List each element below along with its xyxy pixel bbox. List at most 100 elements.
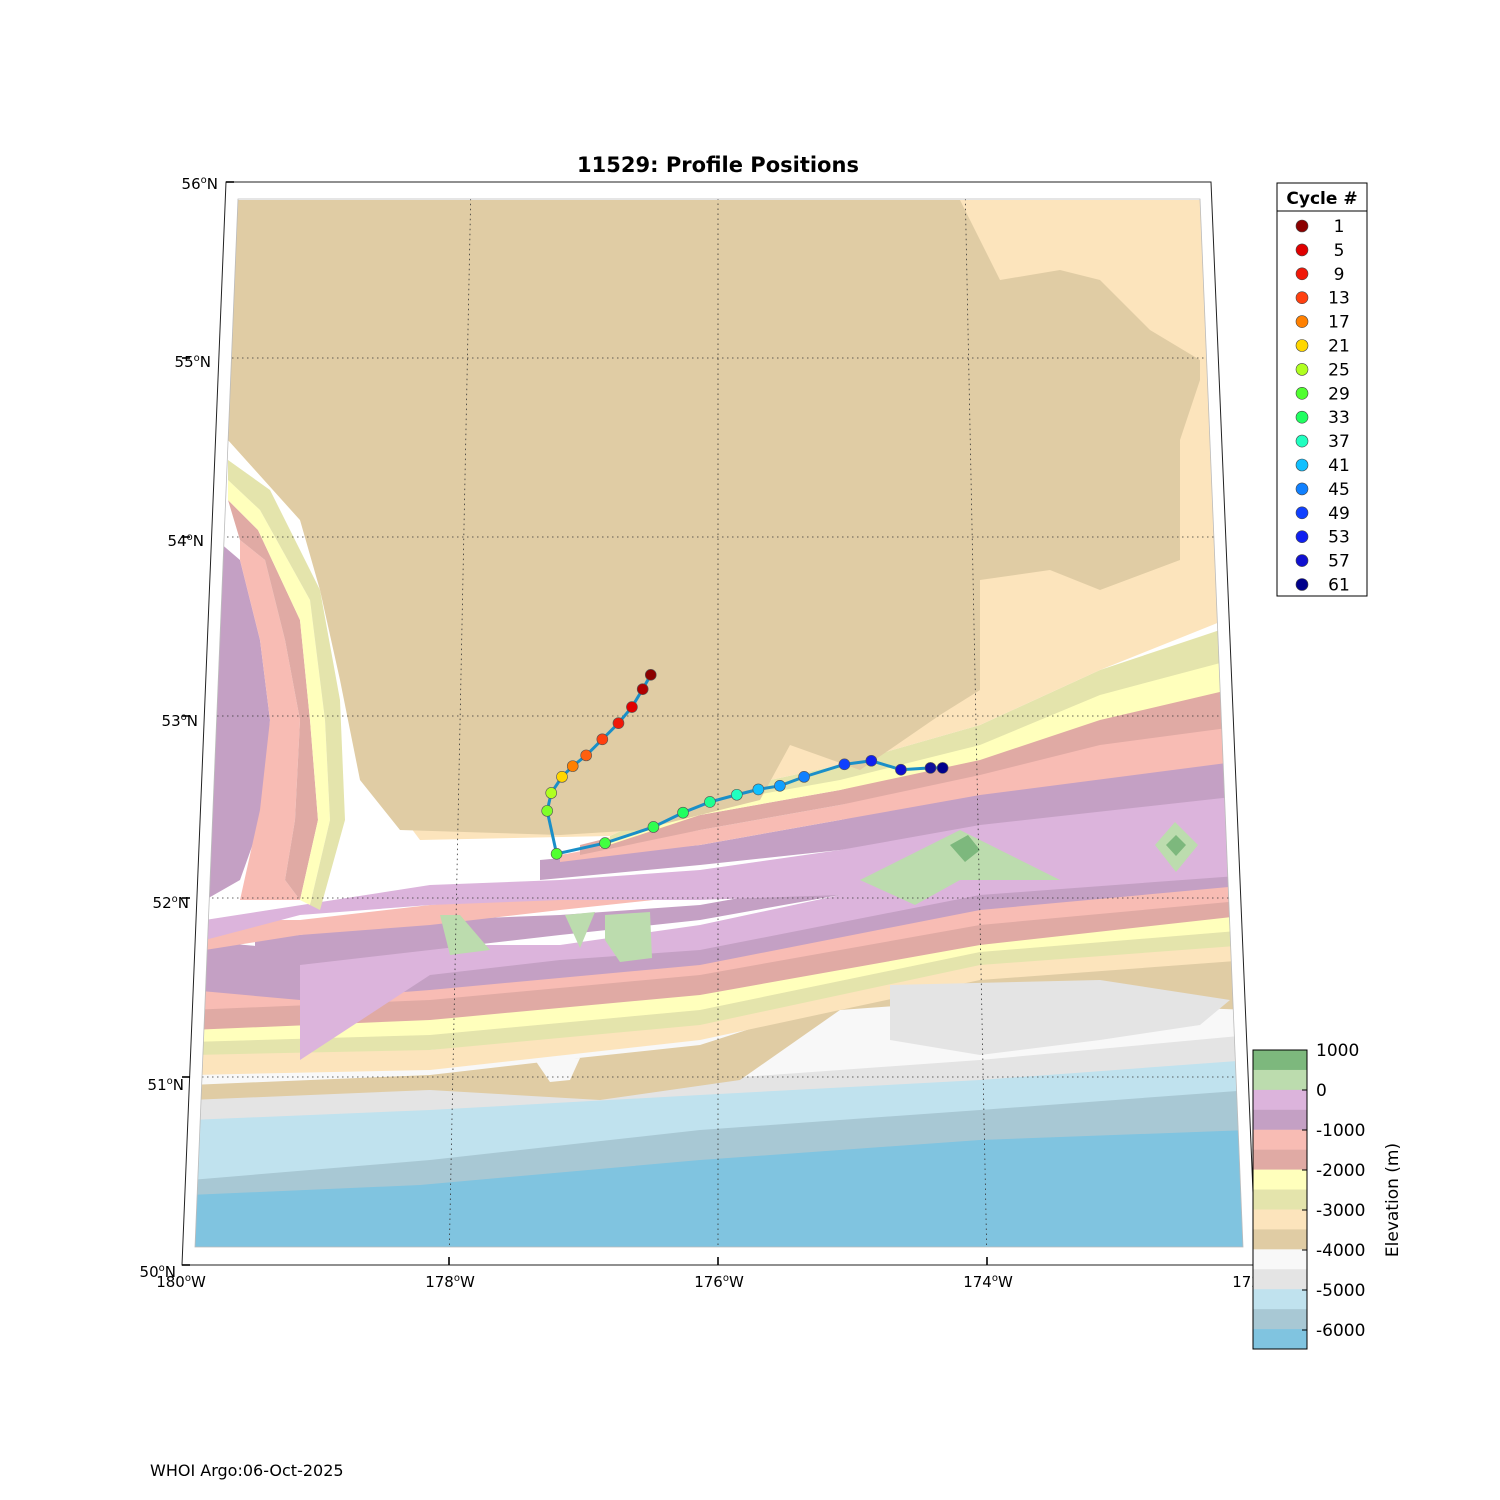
legend-marker [1295, 578, 1309, 591]
colorbar-tick-label: -3000 [1316, 1201, 1365, 1221]
lat-label-53: 53oN [162, 712, 198, 730]
profile-marker [924, 762, 937, 774]
colorbar-band [1253, 1229, 1307, 1250]
profile-marker [636, 683, 649, 695]
ridge-purple-band [205, 790, 1243, 940]
colorbar-tick-label: 1000 [1316, 1041, 1359, 1061]
lat-label-51: 51oN [148, 1076, 184, 1094]
lat-label-50: 50oN [140, 1263, 176, 1281]
profile-marker [647, 821, 660, 833]
profile-marker [566, 760, 579, 772]
profile-marker [752, 783, 765, 796]
elevation-colorbar: 1000 0 -1000 -2000 -3000 -4000 -5000 -6000 Elev… [1252, 1041, 1403, 1350]
legend-marker [1295, 267, 1309, 281]
profile-marker [731, 788, 743, 801]
colorbar-tick-labels: 1000 0 -1000 -2000 -3000 -4000 -5000 -6000 [1302, 1041, 1365, 1341]
colorbar-band [1253, 1289, 1307, 1310]
footer-credit: WHOI Argo:06-Oct-2025 [150, 1461, 344, 1480]
profile-marker [550, 848, 563, 860]
legend-marker [1295, 291, 1309, 305]
degree-symbol: o [172, 894, 178, 905]
cycle-legend: Cycle # 1 5 9 13 17 21 25 29 33 37 41 45 49 53 57 61 [1276, 182, 1368, 597]
legend-marker [1295, 530, 1309, 544]
colorbar-band [1253, 1050, 1307, 1071]
lat-label-52-deg: 52 [153, 894, 172, 912]
frame-outline [181, 181, 1257, 1266]
degree-symbol: o [201, 175, 207, 186]
depth-2500-band [195, 925, 1243, 1055]
colorbar-tick-label: -1000 [1316, 1121, 1365, 1141]
west-slope-purple [205, 530, 270, 900]
lat-label-51-dir: N [173, 1076, 184, 1094]
lat-label-52-dir: N [178, 894, 189, 912]
legend-label: 9 [1334, 265, 1345, 285]
legend-label: 45 [1328, 480, 1350, 500]
lat-label-52: 52oN [153, 894, 189, 912]
frame-inner [194, 198, 1244, 1248]
lat-label-54-dir: N [193, 532, 204, 550]
lat-label-56-dir: N [207, 175, 218, 193]
map-title: 11529: Profile Positions [577, 153, 859, 177]
seamount-east-peak [950, 835, 980, 862]
profile-marker [556, 771, 568, 783]
grid-lon-174 [964, 199, 988, 1247]
profile-marker [596, 733, 609, 746]
legend-marker [1295, 482, 1309, 496]
graticule [195, 199, 1243, 1247]
profile-marker [838, 758, 851, 771]
west-slope-olive [228, 460, 345, 910]
colorbar-tick-label: -2000 [1316, 1161, 1365, 1181]
degree-symbol: o [194, 353, 200, 364]
lat-label-55-deg: 55 [175, 353, 194, 371]
degree-symbol: o [187, 532, 193, 543]
legend-items: 1 5 9 13 17 21 25 29 33 37 41 45 49 53 57 61 [1295, 217, 1350, 596]
profile-marker [774, 780, 786, 792]
basin-white-patch [535, 1058, 580, 1082]
legend-marker [1295, 434, 1309, 448]
lon-label-178: 178oW [425, 1273, 475, 1291]
colorbar-band [1253, 1209, 1307, 1230]
profile-marker [895, 763, 907, 776]
profile-marker [580, 749, 592, 762]
lat-tick-labels: 50oN 51oN 52oN 53oN 54oN 55oN 56oN [140, 175, 218, 1281]
legend-marker [1295, 410, 1309, 424]
lat-label-50-dir: N [165, 1263, 176, 1281]
legend-label: 49 [1328, 504, 1350, 524]
legend-label: 5 [1334, 241, 1345, 261]
legend-marker [1295, 554, 1309, 567]
seamount-west-3 [605, 912, 652, 962]
profile-marker [612, 717, 625, 729]
colorbar-band [1253, 1309, 1307, 1330]
degree-symbol: o [992, 1273, 998, 1284]
colorbar-band [1253, 1249, 1307, 1270]
degree-symbol: o [167, 1076, 173, 1087]
seamount-west-2 [565, 912, 595, 948]
legend-label: 21 [1328, 337, 1350, 357]
lon-label-174: 174oW [963, 1273, 1013, 1291]
legend-marker [1295, 315, 1309, 328]
colorbar-band [1253, 1169, 1307, 1190]
colorbar-outline [1252, 1049, 1308, 1350]
profile-marker [599, 837, 611, 849]
lat-label-54-deg: 54 [168, 532, 187, 550]
legend-label: 41 [1328, 456, 1350, 476]
legend-box [1276, 182, 1368, 597]
lat-label-55: 55oN [175, 353, 211, 371]
lat-label-51-deg: 51 [148, 1076, 167, 1094]
lon-label-176: 176oW [694, 1273, 744, 1291]
lon-label-174-deg: 174 [963, 1273, 992, 1291]
legend-label: 13 [1328, 289, 1350, 309]
profile-marker [936, 762, 949, 774]
lon-label-178-dir: W [460, 1273, 475, 1291]
colorbar-tick-label: -5000 [1316, 1281, 1365, 1301]
colorbar-band [1253, 1129, 1307, 1150]
colorbar-tick-label: -6000 [1316, 1321, 1365, 1341]
legend-label: 25 [1328, 360, 1350, 380]
map-frame [181, 181, 1257, 1266]
degree-symbol: o [454, 1273, 460, 1284]
lon-tick-labels: 180oW 178oW 176oW 174oW 172oW [156, 1273, 1282, 1291]
legend-marker [1295, 386, 1309, 400]
profile-marker [865, 754, 878, 767]
colorbar-band [1253, 1089, 1307, 1111]
lon-label-180-dir: W [191, 1273, 206, 1291]
